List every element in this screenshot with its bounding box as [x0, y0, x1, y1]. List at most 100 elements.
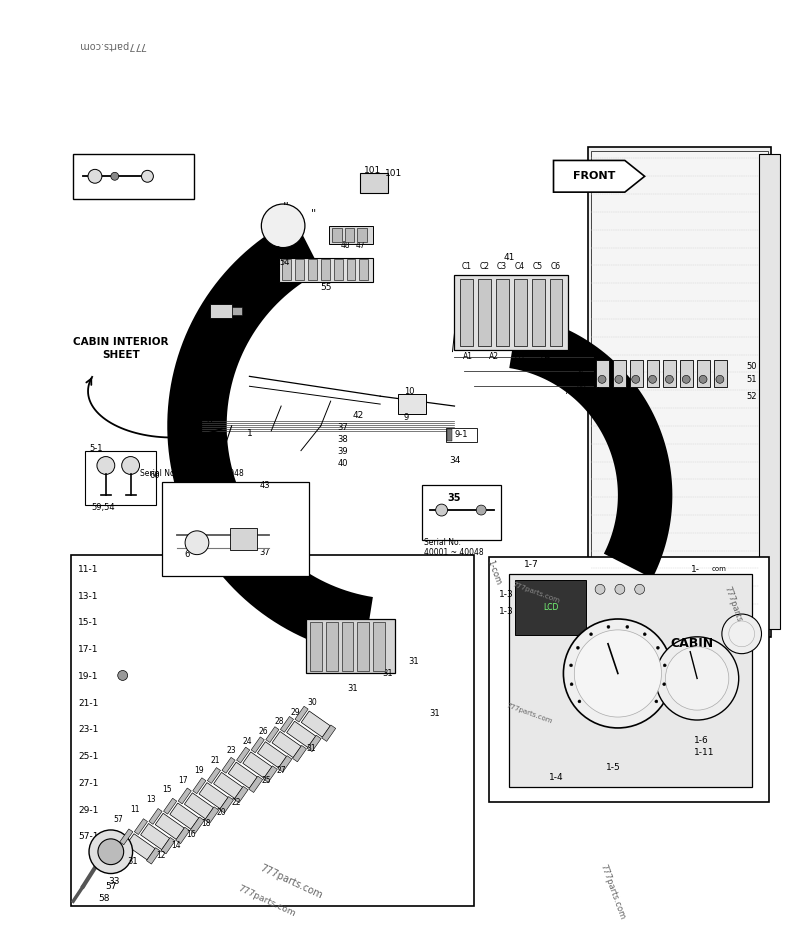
Text: 56: 56: [180, 430, 192, 438]
Circle shape: [716, 375, 724, 383]
Circle shape: [577, 646, 579, 649]
Text: 20: 20: [216, 808, 226, 818]
Polygon shape: [302, 711, 330, 737]
Circle shape: [632, 375, 640, 383]
Text: Serial No.: Serial No.: [424, 538, 461, 547]
Circle shape: [722, 614, 762, 654]
Text: 41: 41: [503, 253, 514, 262]
Polygon shape: [199, 782, 228, 808]
Text: 48: 48: [341, 241, 350, 250]
Circle shape: [118, 670, 128, 681]
Bar: [514, 280, 526, 345]
Text: 1-7: 1-7: [524, 560, 538, 569]
Bar: [591, 151, 769, 634]
Text: 30: 30: [307, 698, 317, 707]
Polygon shape: [249, 776, 262, 793]
Text: 46: 46: [577, 382, 586, 391]
Text: 13-1: 13-1: [78, 592, 98, 601]
Polygon shape: [146, 847, 161, 864]
Text: 42: 42: [353, 411, 364, 420]
Circle shape: [476, 505, 486, 515]
Circle shape: [570, 682, 573, 686]
Text: 37: 37: [338, 423, 348, 432]
Text: 31: 31: [347, 683, 358, 693]
Bar: [358, 622, 370, 670]
Bar: [454, 275, 568, 350]
Text: 1-: 1-: [691, 565, 700, 574]
Text: 25-1: 25-1: [78, 752, 98, 761]
Circle shape: [578, 700, 581, 703]
Bar: [73, 154, 194, 199]
Text: 15: 15: [162, 785, 172, 795]
Text: C6: C6: [550, 262, 561, 271]
Polygon shape: [207, 768, 221, 783]
Text: 30: 30: [343, 609, 354, 619]
Circle shape: [262, 204, 305, 247]
Polygon shape: [141, 823, 170, 850]
Text: 777parts.com: 777parts.com: [79, 40, 146, 50]
Polygon shape: [251, 737, 264, 753]
Text: 1-6: 1-6: [694, 736, 709, 745]
Text: FRONT: FRONT: [573, 171, 615, 181]
Text: 57: 57: [105, 882, 116, 891]
Text: 101: 101: [364, 166, 381, 175]
Text: 40001 ~ 40048: 40001 ~ 40048: [424, 548, 483, 557]
Text: 31: 31: [382, 669, 393, 678]
Circle shape: [615, 584, 625, 594]
Polygon shape: [510, 314, 672, 579]
Text: 37: 37: [259, 548, 270, 557]
Circle shape: [666, 646, 729, 710]
Bar: [398, 394, 426, 414]
Polygon shape: [149, 808, 162, 824]
Text: 34: 34: [450, 456, 461, 465]
Bar: [230, 528, 258, 550]
Text: C5: C5: [533, 262, 542, 271]
Text: com: com: [712, 567, 727, 572]
Circle shape: [98, 839, 124, 865]
Circle shape: [615, 375, 623, 383]
Bar: [334, 259, 342, 281]
Bar: [306, 619, 395, 673]
Polygon shape: [234, 786, 248, 803]
Bar: [630, 359, 642, 387]
Text: '': '': [311, 208, 317, 218]
Text: 6: 6: [184, 550, 190, 559]
Text: 31: 31: [306, 745, 316, 753]
Text: 55: 55: [320, 282, 331, 292]
Polygon shape: [237, 747, 250, 763]
Text: 11: 11: [130, 805, 139, 814]
Polygon shape: [185, 793, 214, 819]
Text: 16: 16: [186, 830, 195, 839]
Circle shape: [142, 170, 154, 182]
Circle shape: [590, 632, 593, 636]
Text: 3: 3: [202, 394, 208, 403]
Text: 53: 53: [270, 246, 281, 255]
Polygon shape: [176, 827, 190, 844]
Text: 31: 31: [360, 609, 370, 619]
Polygon shape: [155, 813, 184, 839]
Text: 17: 17: [178, 776, 188, 784]
Polygon shape: [243, 752, 272, 778]
Bar: [71, 555, 474, 907]
Polygon shape: [307, 735, 321, 752]
Text: A2: A2: [489, 352, 499, 361]
Bar: [85, 451, 156, 505]
Polygon shape: [322, 725, 336, 742]
Text: C2: C2: [479, 262, 489, 271]
Text: 5: 5: [202, 438, 208, 447]
Text: 777parts.com: 777parts.com: [236, 884, 297, 919]
Circle shape: [666, 375, 674, 383]
Text: 1-3: 1-3: [499, 607, 514, 616]
Text: 56: 56: [167, 432, 178, 440]
Text: 50: 50: [746, 362, 757, 371]
Bar: [321, 259, 330, 281]
Circle shape: [436, 504, 447, 516]
Text: 1-com: 1-com: [486, 558, 502, 586]
Text: 101: 101: [385, 169, 402, 178]
Bar: [345, 228, 354, 242]
Circle shape: [563, 619, 672, 728]
Polygon shape: [126, 833, 155, 860]
Text: 56: 56: [93, 187, 104, 195]
Text: 27: 27: [277, 766, 286, 775]
Text: 35: 35: [447, 494, 461, 503]
